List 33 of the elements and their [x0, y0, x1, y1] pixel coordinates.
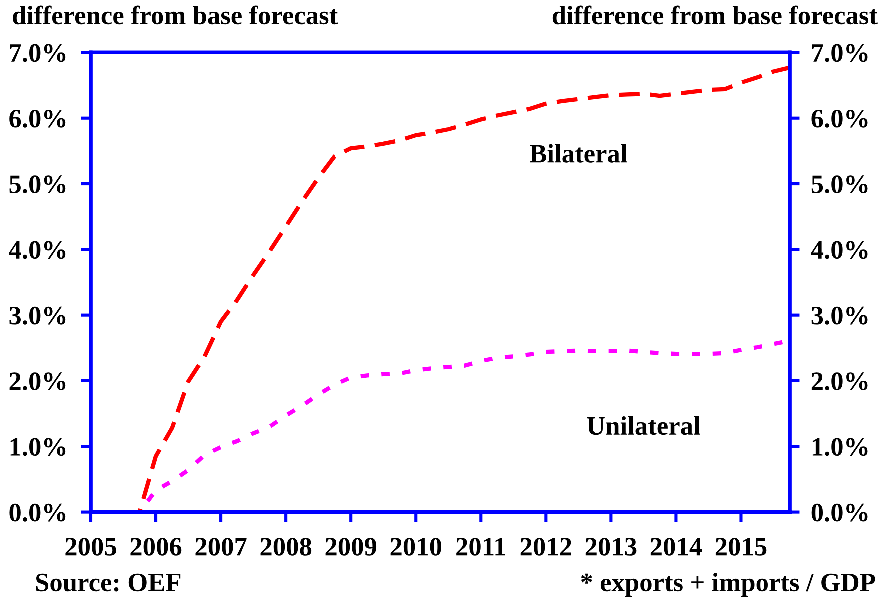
- x-tick-label: 2009: [326, 538, 377, 556]
- y-tick-label: 0.0%: [10, 504, 66, 522]
- y-axis-title: difference from base forecast: [13, 6, 338, 25]
- source-note: Source: OEF: [36, 574, 181, 592]
- y2-tick-label: 3.0%: [812, 306, 868, 325]
- x-tick-label: 2007: [196, 538, 247, 556]
- y-tick-label: 1.0%: [10, 438, 66, 456]
- y-tick-label: 3.0%: [10, 306, 66, 325]
- x-tick-label: 2014: [650, 538, 702, 556]
- y-tick-label: 7.0%: [10, 44, 66, 62]
- y2-tick-label: 7.0%: [812, 44, 868, 62]
- y2-axis-title: difference from base forecast: [552, 6, 878, 25]
- x-tick-label: 2005: [66, 538, 116, 556]
- x-tick-label: 2010: [390, 538, 442, 556]
- x-tick-label: 2013: [586, 538, 637, 556]
- text: Unilateral: [587, 416, 700, 436]
- y2-tick-label: 6.0%: [812, 110, 868, 128]
- y2-tick-label: 4.0%: [811, 241, 868, 260]
- x-tick-label: 2011: [456, 538, 506, 556]
- y2-tick-label: 0.0%: [812, 504, 868, 522]
- series-label: Bilateral: [530, 144, 628, 163]
- y2-tick-label: 1.0%: [812, 438, 868, 456]
- x-tick-label: 2006: [130, 538, 182, 556]
- y-tick-label: 6.0%: [10, 110, 66, 128]
- y-tick-label: 5.0%: [10, 176, 66, 194]
- y-tick-label: 2.0%: [10, 372, 66, 391]
- x-tick-label: 2012: [520, 538, 572, 556]
- y2-tick-label: 5.0%: [812, 176, 868, 194]
- y2-tick-label: 2.0%: [812, 372, 868, 391]
- text: * exports + imports / GDP: [581, 573, 876, 597]
- y-tick-label: 4.0%: [9, 241, 66, 260]
- x-tick-label: 2008: [260, 538, 312, 556]
- x-tick-label: 2015: [716, 538, 767, 556]
